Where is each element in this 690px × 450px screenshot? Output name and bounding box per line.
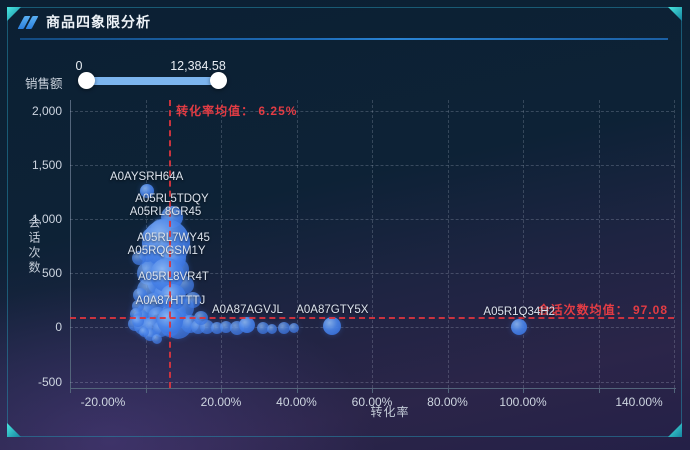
scatter-point-A0AYSRH64A[interactable]: [139, 183, 154, 198]
scatter-point[interactable]: [151, 334, 162, 345]
y-tick-label: -500: [37, 374, 62, 389]
y-axis-title: 会话次数: [27, 216, 41, 276]
y-axis-line: [70, 100, 71, 388]
point-label: A05RL5TDQY: [135, 192, 209, 205]
panel-header: 商品四象限分析: [17, 12, 151, 32]
x-axis-line: [70, 388, 676, 389]
grid-line-horizontal: [70, 381, 674, 383]
x-axis-tick: [523, 388, 524, 393]
x-axis-tick: [372, 388, 373, 393]
x-tick-label: 20.00%: [200, 395, 242, 409]
grid-line-horizontal: [70, 327, 674, 329]
sales-slider-label: 销售额: [25, 77, 63, 91]
grid-line-vertical: [598, 100, 600, 388]
corner-accent-top-right: [668, 7, 682, 21]
point-label: A0A87HTTTJ: [135, 294, 206, 307]
x-mean-label: 转化率均值： 6.25%: [176, 104, 298, 118]
grid-line-vertical: [447, 100, 449, 388]
x-tick-label: 80.00%: [427, 395, 468, 409]
scatter-point-A0A87AGVJL[interactable]: [239, 317, 256, 334]
point-label: A05RL7WY45: [136, 231, 210, 244]
x-tick-label: 60.00%: [351, 395, 393, 409]
grid-line-horizontal: [70, 273, 674, 275]
grid-line-horizontal: [70, 219, 674, 221]
scatter-point-A05R1Q34H2[interactable]: [511, 319, 528, 336]
y-tick-label: 0: [55, 320, 62, 335]
point-label: A05RQGSM1Y: [127, 245, 206, 258]
point-label: A05RL8GR45: [129, 206, 202, 219]
x-axis-tick: [447, 388, 449, 393]
grid-line-vertical: [221, 100, 222, 388]
scatter-point[interactable]: [278, 321, 291, 334]
x-mean-line: [169, 100, 172, 388]
x-axis-tick: [70, 388, 71, 393]
y-tick-label: 1,500: [31, 157, 62, 172]
page-title: 商品四象限分析: [46, 14, 151, 30]
grid-line-horizontal: [70, 164, 674, 166]
sales-slider-handle-max[interactable]: [210, 72, 227, 89]
sales-range-slider-track[interactable]: [86, 77, 219, 85]
x-tick-label: 40.00%: [276, 395, 317, 409]
sales-slider-handle-min[interactable]: [78, 72, 95, 89]
sales-slider-max-value: 12,384.58: [170, 59, 226, 73]
x-tick-label: -20.00%: [80, 395, 126, 409]
point-label: A0A87AGVJL: [211, 304, 283, 317]
scatter-point[interactable]: [184, 292, 201, 309]
y-tick-label: 2,000: [31, 103, 62, 118]
sales-slider-min-value: 0: [75, 59, 83, 73]
corner-accent-bottom-right: [668, 423, 682, 437]
grid-line-horizontal: [70, 110, 674, 112]
x-tick-label: 140.00%: [615, 395, 663, 409]
scatter-point-A0A87GTY5X[interactable]: [323, 317, 342, 336]
grid-line-vertical: [296, 100, 298, 388]
scatter-point[interactable]: [220, 320, 233, 333]
grid-line-vertical: [372, 100, 373, 388]
x-tick-label: 100.00%: [499, 395, 547, 409]
corner-accent-top-left: [7, 7, 21, 21]
scatter-point[interactable]: [131, 251, 146, 266]
x-axis-title: 转化率: [370, 405, 410, 419]
point-label: A0AYSRH64A: [109, 170, 184, 183]
x-axis-tick: [598, 388, 600, 393]
point-label: A0A87GTY5X: [296, 304, 369, 317]
grid-line-vertical: [523, 100, 524, 388]
scatter-point[interactable]: [289, 323, 300, 334]
point-label: A05R1Q34H2: [483, 306, 556, 319]
corner-accent-bottom-left: [7, 423, 21, 437]
y-tick-label: 1,000: [31, 212, 62, 227]
x-axis-tick: [145, 388, 147, 393]
x-axis-tick: [221, 388, 222, 393]
panel-frame: [7, 7, 682, 437]
point-label: A05RL8VR4T: [137, 271, 209, 284]
scatter-point[interactable]: [256, 321, 269, 334]
y-mean-label: 会话次数均值： 97.08: [537, 302, 668, 317]
scatter-point[interactable]: [139, 327, 150, 338]
y-mean-line: [70, 316, 674, 319]
scatter-point-A05RL8VR4T[interactable]: [160, 284, 187, 311]
title-underline: [20, 38, 668, 40]
scatter-point[interactable]: [210, 321, 223, 334]
scatter-point[interactable]: [267, 323, 278, 334]
x-axis-tick: [296, 388, 298, 393]
scatter-point[interactable]: [132, 287, 147, 302]
x-axis-tick: [674, 388, 675, 393]
y-tick-label: 500: [41, 266, 62, 281]
grid-line-vertical: [674, 100, 675, 388]
